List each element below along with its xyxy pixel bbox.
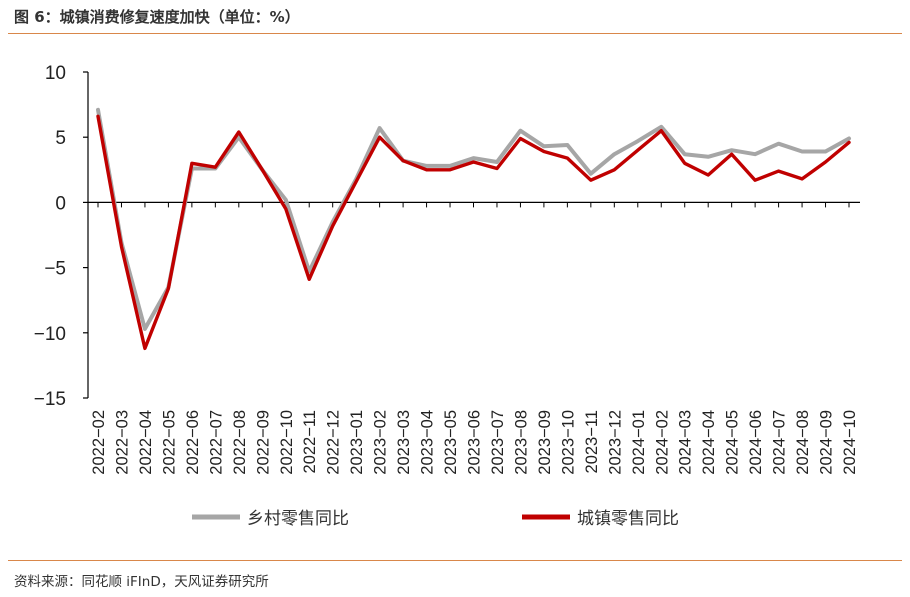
x-tick-label: 2023−03: [395, 410, 413, 475]
x-tick-label: 2023−11: [583, 410, 601, 473]
x-tick-label: 2023−09: [536, 410, 554, 475]
y-tick-label: 5: [55, 128, 66, 149]
x-tick-label: 2022−06: [184, 410, 202, 475]
x-tick-label: 2022−09: [254, 410, 272, 475]
x-tick-label: 2023−07: [489, 410, 507, 475]
x-tick-label: 2023−05: [442, 410, 460, 475]
chart-title: 图 6：城镇消费修复速度加快（单位：%）: [14, 8, 300, 26]
x-tick-label: 2024−10: [841, 410, 859, 475]
x-tick-label: 2024−08: [794, 410, 812, 475]
x-tick-label: 2022−03: [113, 410, 131, 475]
source-note: 资料来源：同花顺 iFInD，天风证券研究所: [14, 574, 269, 590]
x-tick-label: 2024−05: [724, 410, 742, 475]
y-tick-label: 0: [55, 193, 66, 214]
x-tick-label: 2023−06: [466, 410, 484, 475]
legend-label-urban: 城镇零售同比: [577, 509, 679, 529]
series-line-urban: [96, 114, 851, 351]
x-tick-label: 2022−10: [278, 410, 296, 475]
y-tick-label: −10: [34, 324, 66, 345]
top-divider: [8, 33, 902, 34]
x-tick-label: 2024−01: [630, 410, 648, 475]
x-tick-label: 2022−11: [301, 410, 319, 473]
x-tick-label: 2023−01: [348, 410, 366, 475]
x-tick-label: 2023−12: [606, 410, 624, 475]
x-tick-label: 2024−06: [747, 410, 765, 475]
y-tick-label: 10: [45, 63, 66, 84]
y-tick-label: −15: [34, 389, 66, 410]
x-tick-label: 2022−07: [207, 410, 225, 475]
x-tick-label: 2024−02: [653, 410, 671, 475]
x-tick-label: 2022−02: [90, 410, 108, 475]
x-tick-label: 2024−07: [771, 410, 789, 475]
bottom-divider: [8, 560, 902, 561]
x-tick-label: 2022−05: [160, 410, 178, 475]
x-tick-label: 2023−02: [372, 410, 390, 475]
x-tick-label: 2024−03: [677, 410, 695, 475]
x-tick-label: 2023−08: [512, 410, 530, 475]
x-tick-label: 2023−04: [419, 410, 437, 475]
x-tick-label: 2022−12: [325, 410, 343, 475]
x-tick-label: 2024−09: [818, 410, 836, 475]
x-tick-label: 2023−10: [559, 410, 577, 475]
legend-label-rural: 乡村零售同比: [247, 509, 349, 529]
y-tick-label: −5: [44, 259, 66, 280]
x-tick-label: 2024−04: [700, 410, 718, 475]
x-tick-label: 2022−08: [231, 410, 249, 475]
series-line-rural: [96, 107, 851, 331]
x-tick-label: 2022−04: [137, 410, 155, 475]
